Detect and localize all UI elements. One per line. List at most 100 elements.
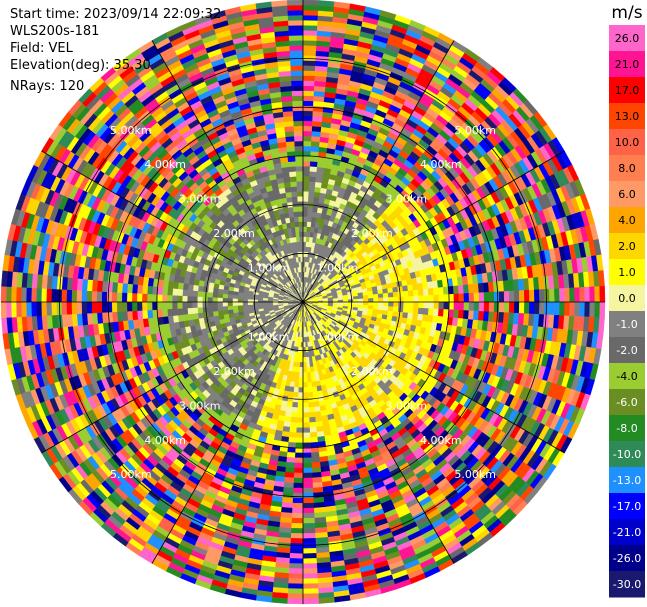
range-gate xyxy=(523,289,530,303)
range-gate xyxy=(309,436,318,443)
range-gate xyxy=(377,305,384,311)
range-gate xyxy=(564,301,571,317)
range-gate xyxy=(302,382,308,388)
range-gate xyxy=(290,527,304,534)
range-gate xyxy=(302,543,317,549)
range-gate xyxy=(290,416,298,423)
range-gate xyxy=(302,548,317,554)
range-gate xyxy=(291,406,298,413)
range-gate xyxy=(296,412,304,419)
range-gate xyxy=(291,502,304,509)
range-gate xyxy=(288,563,304,570)
range-gate xyxy=(302,362,307,368)
range-gate xyxy=(302,462,312,469)
range-gate xyxy=(428,301,435,310)
range-gate xyxy=(302,90,315,97)
range-gate xyxy=(302,135,312,142)
range-gate xyxy=(417,307,424,315)
range-gate xyxy=(288,431,297,438)
range-gate xyxy=(309,426,317,433)
range-gate xyxy=(308,181,316,188)
range-gate xyxy=(309,171,317,178)
range-gate xyxy=(413,301,420,309)
range-gate xyxy=(358,301,364,306)
range-gate xyxy=(382,292,389,299)
range-gate xyxy=(318,597,335,604)
range-gate xyxy=(443,294,450,303)
range-gate xyxy=(308,196,315,203)
range-gate xyxy=(302,352,307,358)
range-gate xyxy=(417,289,424,297)
range-gate xyxy=(271,597,288,604)
range-gate xyxy=(302,487,314,494)
range-gate xyxy=(554,301,560,316)
range-gate xyxy=(302,105,314,112)
range-gate xyxy=(518,301,525,314)
range-gate xyxy=(559,301,565,316)
range-gate xyxy=(383,297,389,303)
range-gate xyxy=(310,145,320,153)
range-gate xyxy=(437,308,444,317)
range-gate xyxy=(382,305,389,312)
range-gate xyxy=(372,305,379,311)
range-gate xyxy=(291,401,298,408)
range-gate xyxy=(528,301,535,315)
range-gate xyxy=(312,396,319,403)
range-gate xyxy=(302,583,319,590)
range-gate xyxy=(310,441,319,449)
range-gate xyxy=(311,130,322,138)
range-gate xyxy=(599,301,606,319)
range-gate xyxy=(302,588,319,595)
range-gate xyxy=(518,290,525,303)
range-gate xyxy=(302,497,314,504)
range-gate xyxy=(302,55,317,61)
range-gate xyxy=(289,421,297,428)
range-gate xyxy=(302,527,316,534)
range-gate xyxy=(403,296,409,303)
range-gate xyxy=(523,301,530,315)
range-gate xyxy=(302,4,319,11)
range-gate xyxy=(302,170,311,177)
range-gate xyxy=(302,532,316,539)
range-gate xyxy=(291,517,304,524)
range-gate xyxy=(302,568,318,575)
range-gate xyxy=(295,437,304,444)
range-gate xyxy=(554,288,560,303)
range-gate xyxy=(412,307,419,315)
range-gate xyxy=(286,598,304,605)
range-gate xyxy=(302,50,317,56)
range-gate xyxy=(288,573,304,580)
range-gate xyxy=(287,578,304,585)
range-gate xyxy=(302,241,307,247)
range-gate xyxy=(302,407,310,413)
range-gate xyxy=(302,211,308,217)
range-gate xyxy=(296,417,304,424)
range-gate xyxy=(308,416,316,423)
range-gate xyxy=(367,294,374,299)
range-gate xyxy=(299,357,304,363)
range-gate xyxy=(382,288,389,294)
range-gate xyxy=(302,231,307,237)
range-gate xyxy=(302,522,316,529)
range-gate xyxy=(312,391,319,398)
range-gate xyxy=(437,287,444,296)
range-gate xyxy=(302,477,313,484)
range-gate xyxy=(302,95,315,102)
range-gate xyxy=(402,307,409,314)
range-gate xyxy=(313,401,320,408)
range-gate xyxy=(302,236,307,242)
range-gate xyxy=(508,290,515,303)
range-gate xyxy=(302,397,309,403)
range-gate xyxy=(388,301,394,307)
range-gate xyxy=(293,477,304,484)
range-gate xyxy=(302,537,316,544)
range-gate xyxy=(312,201,319,208)
range-gate xyxy=(311,125,322,133)
range-gate xyxy=(302,372,308,378)
range-gate xyxy=(569,301,576,317)
range-gate xyxy=(302,442,311,449)
range-gate xyxy=(458,293,465,303)
range-gate xyxy=(311,466,322,474)
range-gate xyxy=(513,290,520,303)
range-gate xyxy=(293,467,304,474)
